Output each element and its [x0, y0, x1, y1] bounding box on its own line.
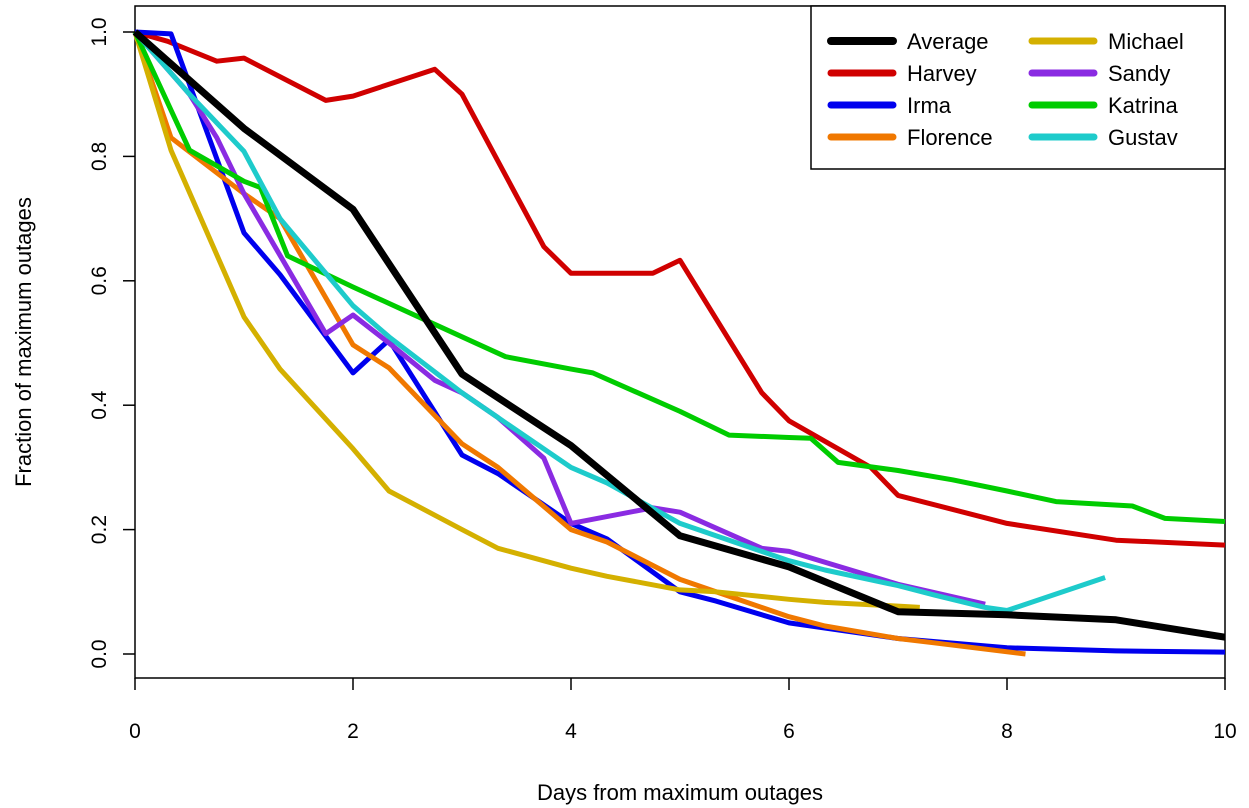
legend-box — [810, 5, 1226, 170]
y-tick-label-1: 0.2 — [88, 515, 111, 544]
x-tick-label-4: 8 — [1001, 720, 1013, 743]
y-tick-label-4: 0.8 — [88, 142, 111, 171]
series-line-michael — [132, 31, 920, 610]
legend-label-harvey: Harvey — [907, 61, 977, 86]
y-axis: 0.0 0.2 0.4 0.6 0.8 1.0 — [88, 17, 135, 669]
legend-label-michael: Michael — [1108, 29, 1184, 54]
x-tick-label-2: 4 — [565, 720, 577, 743]
series-line-gustav — [133, 30, 1106, 613]
legend-label-sandy: Sandy — [1108, 61, 1170, 86]
x-axis: 0 2 4 6 8 10 — [129, 678, 1237, 743]
x-tick-label-1: 2 — [347, 720, 359, 743]
y-tick-label-0: 0.0 — [88, 639, 111, 668]
series-line-harvey — [134, 29, 1226, 548]
legend-label-gustav: Gustav — [1108, 125, 1178, 150]
legend-label-average: Average — [907, 29, 989, 54]
series-layer — [132, 29, 1226, 657]
x-tick-label-3: 6 — [783, 720, 795, 743]
y-tick-label-2: 0.4 — [88, 390, 111, 420]
legend-label-katrina: Katrina — [1108, 93, 1178, 118]
y-tick-label-3: 0.6 — [88, 266, 111, 295]
plot-frame — [134, 5, 1226, 679]
plot-border — [134, 5, 1226, 679]
series-line-average — [132, 29, 1226, 641]
x-tick-label-0: 0 — [129, 720, 141, 743]
y-tick-label-5: 1.0 — [88, 17, 111, 46]
legend-label-irma: Irma — [907, 93, 952, 118]
x-axis-title: Days from maximum outages — [537, 780, 823, 805]
x-tick-label-5: 10 — [1213, 720, 1236, 743]
series-line-katrina — [132, 30, 1226, 524]
legend-label-florence: Florence — [907, 125, 993, 150]
y-axis-title: Fraction of maximum outages — [11, 197, 36, 487]
legend: Average Harvey Irma Florence Michael Sandy Kat… — [810, 5, 1226, 170]
